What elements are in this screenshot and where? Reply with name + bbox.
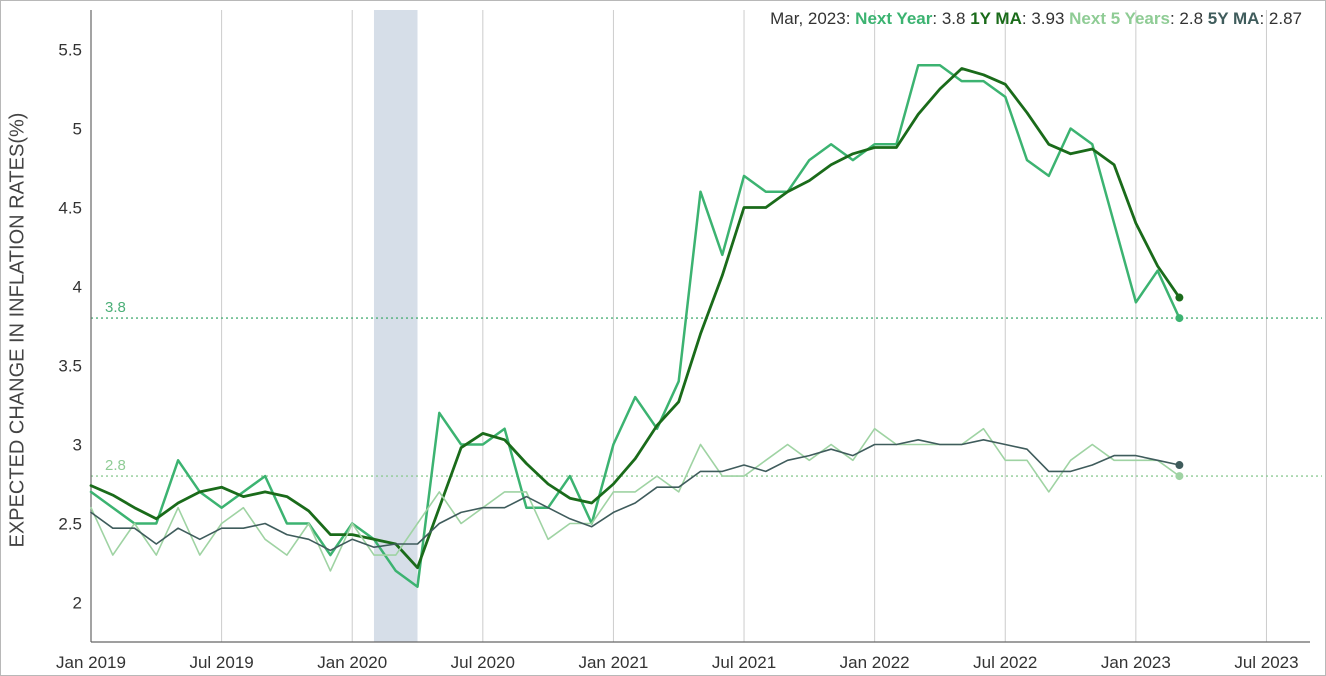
- legend-label-1y-ma: 1Y MA: [970, 9, 1022, 28]
- series-end-point-next-year: [1175, 314, 1184, 323]
- y-tick-label: 4: [73, 278, 82, 297]
- x-tick-label: Jan 2019: [56, 653, 126, 672]
- x-tick-label: Jul 2020: [451, 653, 515, 672]
- legend-item-next-year: Next Year: 3.8: [855, 9, 966, 28]
- legend-label-5y-ma: 5Y MA: [1207, 9, 1260, 28]
- chart-legend: Mar, 2023: Next Year: 3.8 1Y MA: 3.93 Ne…: [770, 9, 1302, 29]
- legend-value-1y-ma: 3.93: [1031, 9, 1065, 28]
- series-end-point-next-5-years: [1175, 472, 1184, 481]
- y-tick-label: 3: [73, 436, 82, 455]
- x-tick-label: Jul 2023: [1234, 653, 1298, 672]
- legend-item-5y-ma: 5Y MA: 2.87: [1207, 9, 1302, 28]
- x-tick-label: Jan 2021: [578, 653, 648, 672]
- y-axis-title: EXPECTED CHANGE IN INFLATION RATES(%): [6, 112, 29, 548]
- x-tick-label: Jul 2019: [189, 653, 253, 672]
- y-tick-label: 4.5: [58, 199, 82, 218]
- legend-item-1y-ma: 1Y MA: 3.93: [970, 9, 1065, 28]
- y-tick-label: 3.5: [58, 357, 82, 376]
- shaded-period: [373, 10, 418, 642]
- y-tick-label: 2.5: [58, 515, 82, 534]
- series-line-5y-ma: [90, 438, 1181, 552]
- legend-label-next-5-years: Next 5 Years: [1069, 9, 1170, 28]
- x-tick-label: Jan 2022: [840, 653, 910, 672]
- series-end-point-5y-ma: [1175, 461, 1184, 470]
- x-tick-label: Jul 2021: [712, 653, 776, 672]
- legend-item-next-5-years: Next 5 Years: 2.8: [1069, 9, 1204, 28]
- legend-value-next-year: 3.8: [941, 9, 966, 28]
- series-line-next-5-years: [90, 427, 1181, 572]
- reference-line-label: 2.8: [105, 457, 126, 474]
- series-end-point-1y-ma: [1175, 293, 1184, 302]
- legend-value-5y-ma: 2.87: [1268, 9, 1302, 28]
- series-line-next-year: [89, 64, 1181, 588]
- x-tick-label: Jan 2020: [317, 653, 387, 672]
- reference-line-label: 3.8: [105, 299, 126, 316]
- x-tick-label: Jul 2022: [973, 653, 1037, 672]
- series-line-1y-ma: [89, 67, 1181, 570]
- legend-value-next-5-years: 2.8: [1179, 9, 1204, 28]
- x-tick-label: Jan 2023: [1101, 653, 1171, 672]
- legend-label-next-year: Next Year: [855, 9, 933, 28]
- y-tick-label: 2: [73, 594, 82, 613]
- y-tick-label: 5.5: [58, 41, 82, 60]
- legend-date: Mar, 2023:: [770, 9, 851, 28]
- y-tick-label: 5: [73, 120, 82, 139]
